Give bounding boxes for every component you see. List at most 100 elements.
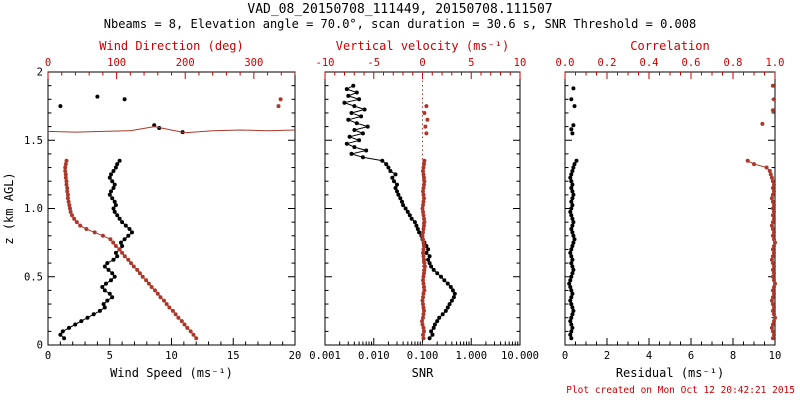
data-point bbox=[113, 203, 118, 208]
top-tick-label: 0 bbox=[419, 57, 425, 69]
data-point bbox=[422, 223, 426, 228]
data-point bbox=[63, 165, 68, 170]
data-point bbox=[431, 267, 436, 272]
data-point bbox=[129, 261, 133, 266]
data-point bbox=[352, 145, 357, 150]
data-point bbox=[421, 169, 425, 173]
data-point bbox=[422, 162, 426, 167]
data-point bbox=[772, 332, 776, 337]
data-point bbox=[570, 305, 575, 310]
data-point bbox=[568, 175, 573, 180]
data-point bbox=[445, 281, 450, 286]
data-point bbox=[568, 250, 573, 255]
data-point bbox=[66, 199, 71, 204]
data-point bbox=[421, 281, 426, 286]
data-point bbox=[421, 315, 425, 320]
y-tick-label: 0 bbox=[37, 340, 43, 352]
data-point bbox=[427, 336, 432, 341]
data-point bbox=[568, 209, 573, 214]
data-point bbox=[396, 192, 401, 197]
x-tick-label: 6 bbox=[688, 350, 694, 362]
x-tick-label: 15 bbox=[227, 350, 240, 362]
data-point bbox=[422, 308, 426, 313]
data-point bbox=[421, 213, 426, 218]
data-point bbox=[64, 182, 69, 187]
data-point bbox=[352, 104, 357, 109]
data-point bbox=[144, 278, 149, 283]
top-tick-label: -10 bbox=[316, 57, 335, 69]
data-point bbox=[111, 240, 116, 245]
data-point bbox=[770, 83, 775, 88]
data-point bbox=[58, 332, 63, 337]
data-point bbox=[569, 329, 574, 334]
data-point bbox=[115, 254, 120, 259]
data-point bbox=[109, 278, 113, 283]
data-point bbox=[570, 230, 575, 235]
data-point bbox=[772, 182, 776, 187]
y-tick-label: 1.5 bbox=[24, 135, 43, 147]
data-point bbox=[770, 213, 775, 218]
series-wind-direction-upper-line bbox=[47, 126, 296, 134]
data-point bbox=[112, 199, 117, 204]
series-correlation-outliers bbox=[760, 83, 776, 126]
data-point bbox=[450, 288, 455, 293]
data-point bbox=[424, 250, 429, 255]
data-point bbox=[118, 240, 123, 245]
data-point bbox=[360, 155, 365, 160]
data-point bbox=[276, 104, 281, 109]
data-point bbox=[352, 128, 357, 132]
top-tick-label: 0.4 bbox=[640, 57, 659, 69]
data-point bbox=[440, 312, 445, 317]
data-point bbox=[182, 322, 187, 327]
data-point bbox=[422, 175, 426, 180]
data-point bbox=[58, 104, 63, 109]
data-point bbox=[772, 189, 776, 194]
top-tick-label: 5 bbox=[468, 57, 474, 69]
data-point bbox=[106, 267, 111, 272]
x-tick-label: 0 bbox=[562, 350, 568, 362]
data-point bbox=[437, 315, 442, 320]
data-point bbox=[760, 121, 765, 126]
data-point bbox=[420, 206, 425, 211]
data-point bbox=[570, 203, 575, 208]
top-tick-label: 300 bbox=[244, 57, 263, 69]
data-point bbox=[572, 237, 577, 242]
x-axis-label: Wind Speed (ms⁻¹) bbox=[110, 366, 233, 380]
plot-header: VAD_08_20150708_111449, 20150708.111507 … bbox=[0, 2, 800, 31]
data-point bbox=[568, 285, 573, 289]
data-point bbox=[772, 230, 776, 235]
data-point bbox=[772, 209, 776, 214]
data-point bbox=[111, 257, 116, 262]
data-point bbox=[764, 165, 769, 170]
data-point bbox=[111, 169, 116, 173]
data-point bbox=[164, 302, 169, 307]
data-point bbox=[570, 131, 575, 136]
data-point bbox=[770, 179, 775, 184]
data-point bbox=[73, 322, 78, 327]
data-point bbox=[569, 315, 574, 320]
y-tick-label: 2 bbox=[37, 67, 43, 79]
series-residual-profile bbox=[567, 158, 579, 341]
data-point bbox=[571, 86, 576, 91]
data-point bbox=[442, 278, 447, 283]
data-point bbox=[102, 264, 107, 269]
data-point bbox=[772, 312, 776, 317]
data-point bbox=[412, 220, 417, 225]
data-point bbox=[110, 271, 115, 276]
data-point bbox=[403, 206, 408, 211]
data-point bbox=[126, 233, 131, 238]
series-residual-outliers bbox=[569, 86, 577, 136]
data-point bbox=[571, 233, 576, 238]
data-point bbox=[357, 138, 362, 143]
x-axis-label: SNR bbox=[412, 366, 434, 380]
data-point bbox=[388, 169, 393, 173]
data-point bbox=[770, 186, 775, 190]
data-point bbox=[421, 192, 426, 197]
data-point bbox=[351, 83, 356, 88]
data-point bbox=[179, 319, 184, 324]
data-point bbox=[448, 285, 453, 289]
data-point bbox=[395, 182, 399, 187]
data-point bbox=[570, 312, 575, 317]
data-point bbox=[421, 302, 425, 307]
data-point bbox=[426, 257, 431, 262]
